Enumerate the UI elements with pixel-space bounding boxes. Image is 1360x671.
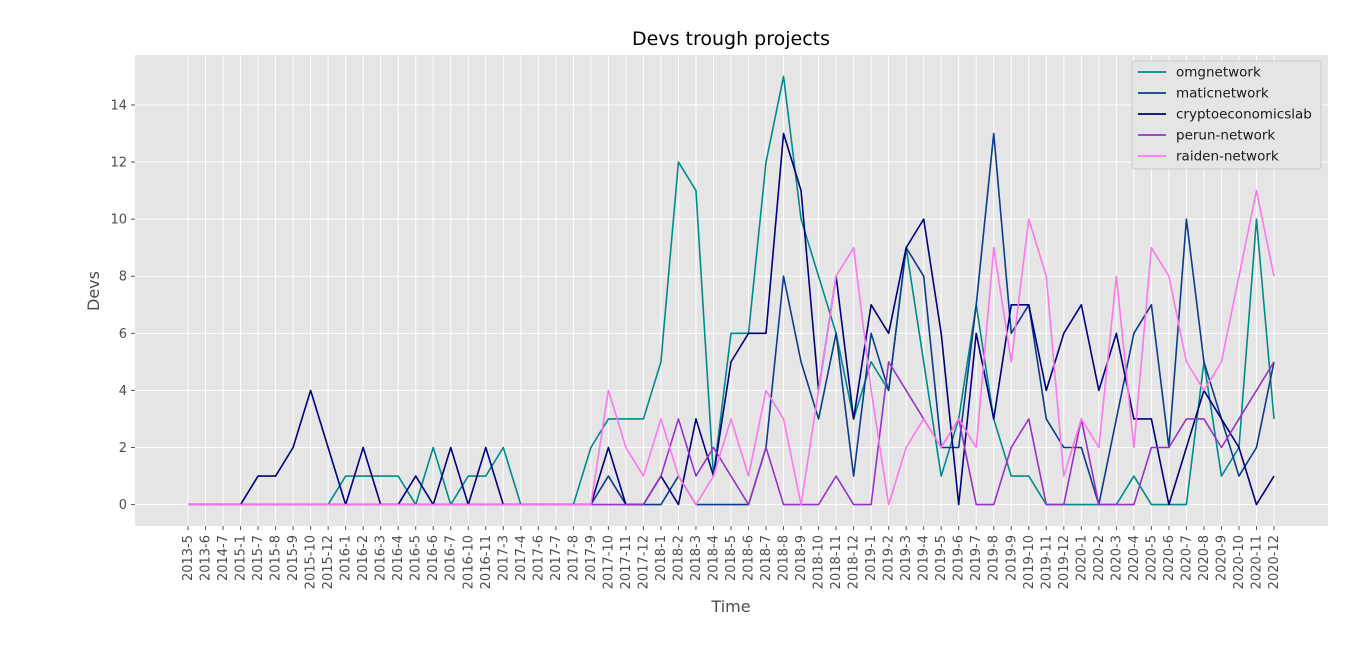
legend-label: omgnetwork <box>1176 65 1261 81</box>
x-tick-labels: 2013-5 2013-6 2014-7 2015-1 2015-7 2015-8 2015… <box>181 526 1282 589</box>
x-tick-label: 2020-9 <box>1214 535 1229 581</box>
x-tick-label: 2019-9 <box>1004 535 1019 581</box>
x-tick-label: 2017-3 <box>496 535 511 581</box>
y-tick-label: 14 <box>110 98 127 113</box>
x-tick-label: 2016-2 <box>356 535 371 581</box>
x-tick-label: 2017-6 <box>531 535 546 581</box>
x-tick-label: 2018-8 <box>777 535 792 581</box>
x-tick-label: 2015-8 <box>269 535 284 581</box>
x-tick-label: 2017-11 <box>619 535 634 589</box>
x-tick-label: 2018-6 <box>742 535 757 581</box>
x-tick-label: 2019-3 <box>899 535 914 581</box>
x-tick-label: 2020-3 <box>1109 535 1124 581</box>
x-tick-label: 2013-6 <box>199 535 214 581</box>
x-tick-label: 2018-7 <box>759 535 774 581</box>
legend-box <box>1131 60 1322 170</box>
y-tick-label: 4 <box>119 384 127 399</box>
x-tick-label: 2017-7 <box>549 535 564 581</box>
x-tick-label: 2019-11 <box>1039 535 1054 589</box>
x-tick-label: 2017-9 <box>584 535 599 581</box>
x-tick-label: 2018-5 <box>724 535 739 581</box>
x-tick-label: 2015-12 <box>321 535 336 589</box>
x-tick-label: 2017-10 <box>601 535 616 589</box>
y-tick-label: 0 <box>119 498 127 513</box>
x-tick-label: 2018-4 <box>706 535 721 581</box>
x-tick-label: 2019-7 <box>969 535 984 581</box>
x-tick-label: 2020-12 <box>1267 535 1282 589</box>
x-tick-label: 2016-5 <box>409 535 424 581</box>
legend-label: maticnetwork <box>1176 86 1269 102</box>
x-axis-label: Time <box>710 597 750 616</box>
x-tick-label: 2018-12 <box>847 535 862 589</box>
x-tick-label: 2020-7 <box>1179 535 1194 581</box>
series-line-cryptoeconomicslab <box>188 132 1275 506</box>
x-tick-label: 2019-10 <box>1022 535 1037 589</box>
x-tick-label: 2020-11 <box>1249 535 1264 589</box>
x-tick-label: 2018-1 <box>654 535 669 581</box>
x-tick-label: 2016-6 <box>426 535 441 581</box>
y-tick-label: 12 <box>110 156 127 171</box>
series-line-omgnetwork <box>188 75 1275 506</box>
y-tick-label: 2 <box>119 441 127 456</box>
y-tick-labels: 0 2 4 6 8 10 12 14 <box>110 98 135 513</box>
x-tick-label: 2016-4 <box>391 535 406 581</box>
legend-label: perun-network <box>1176 128 1275 144</box>
x-tick-label: 2020-6 <box>1162 535 1177 581</box>
x-tick-label: 2019-4 <box>917 535 932 581</box>
legend-label: raiden-network <box>1176 149 1279 165</box>
x-tick-label: 2016-7 <box>444 535 459 581</box>
series-line-raiden-network <box>188 189 1275 506</box>
x-tick-label: 2018-2 <box>671 535 686 581</box>
x-tick-label: 2016-1 <box>339 535 354 581</box>
y-tick-label: 8 <box>119 270 127 285</box>
x-tick-label: 2016-10 <box>461 535 476 589</box>
x-tick-label: 2016-3 <box>374 535 389 581</box>
x-tick-label: 2013-5 <box>181 535 196 581</box>
legend-label: cryptoeconomicslab <box>1176 107 1312 123</box>
x-tick-label: 2019-6 <box>952 535 967 581</box>
chart-title: Devs trough projects <box>632 28 830 50</box>
x-tick-label: 2018-11 <box>829 535 844 589</box>
x-tick-label: 2020-8 <box>1197 535 1212 581</box>
x-tick-label: 2020-10 <box>1232 535 1247 589</box>
x-tick-label: 2018-3 <box>689 535 704 581</box>
x-tick-label: 2017-12 <box>636 535 651 589</box>
x-tick-label: 2020-2 <box>1092 535 1107 581</box>
x-tick-label: 2019-5 <box>934 535 949 581</box>
y-tick-label: 6 <box>119 327 127 342</box>
x-tick-label: 2019-12 <box>1057 535 1072 589</box>
x-tick-label: 2017-4 <box>514 535 529 581</box>
x-tick-label: 2019-2 <box>882 535 897 581</box>
legend: omgnetwork maticnetwork cryptoeconomicslab… <box>1131 60 1322 170</box>
x-tick-label: 2017-8 <box>566 535 581 581</box>
x-tick-label: 2016-11 <box>479 535 494 589</box>
y-tick-label: 10 <box>110 213 127 228</box>
x-tick-label: 2020-4 <box>1127 535 1142 581</box>
x-tick-label: 2018-10 <box>812 535 827 589</box>
x-tick-label: 2020-1 <box>1074 535 1089 581</box>
x-tick-label: 2020-5 <box>1144 535 1159 581</box>
series-lines <box>188 75 1275 506</box>
x-tick-label: 2015-10 <box>304 535 319 589</box>
y-axis-label: Devs <box>84 271 103 311</box>
x-tick-label: 2018-9 <box>794 535 809 581</box>
x-tick-label: 2015-9 <box>286 535 301 581</box>
x-tick-label: 2019-8 <box>987 535 1002 581</box>
x-tick-label: 2015-1 <box>234 535 249 581</box>
x-tick-label: 2019-1 <box>864 535 879 581</box>
x-tick-label: 2015-7 <box>251 535 266 581</box>
x-tick-label: 2014-7 <box>216 535 231 581</box>
